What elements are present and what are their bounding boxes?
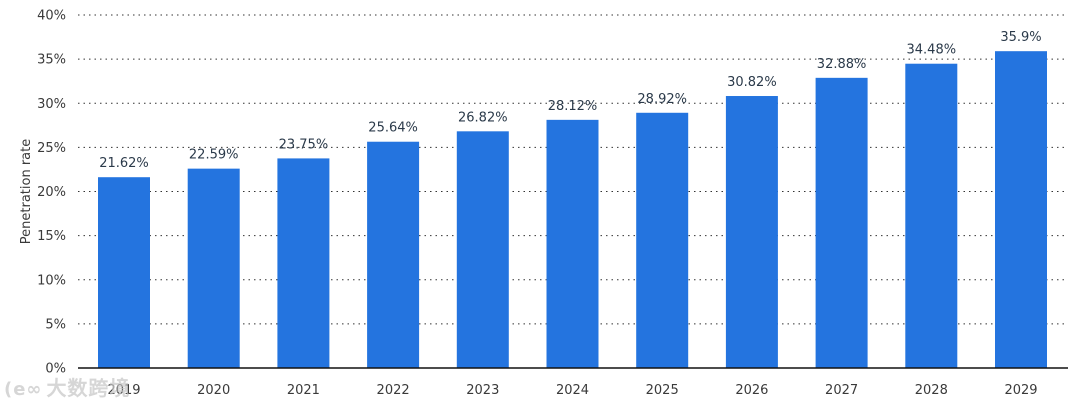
data-label: 30.82% <box>727 75 777 90</box>
y-tick-label: 10% <box>37 273 66 288</box>
y-tick-label: 5% <box>45 317 66 332</box>
bar <box>456 131 509 368</box>
bar <box>277 158 330 368</box>
data-labels: 21.62% 22.59% 23.75% 25.64% 26.82% 28.12% 28.9… <box>99 30 1041 171</box>
y-tick-label: 35% <box>37 53 66 68</box>
data-label: 25.64% <box>368 121 418 136</box>
x-tick-label: 2020 <box>197 383 230 398</box>
x-tick-label: 2028 <box>915 383 948 398</box>
x-tick-label: 2021 <box>287 383 320 398</box>
data-label: 35.9% <box>1000 30 1041 45</box>
bar <box>367 141 420 368</box>
x-tick-label: 2029 <box>1004 383 1037 398</box>
bar <box>187 168 240 368</box>
data-label: 28.92% <box>637 92 687 107</box>
x-tick-label: 2026 <box>735 383 768 398</box>
x-tick-label: 2023 <box>466 383 499 398</box>
y-tick-label: 15% <box>37 229 66 244</box>
bar <box>98 177 150 368</box>
x-tick-label: 2027 <box>825 383 858 398</box>
y-tick-label: 0% <box>45 362 66 377</box>
x-tick-label: 2022 <box>377 383 410 398</box>
x-tick-label: 2024 <box>556 383 589 398</box>
y-tick-label: 20% <box>37 185 66 200</box>
bar <box>546 119 599 368</box>
y-axis-title: Penetration rate <box>19 139 34 244</box>
data-label: 22.59% <box>189 148 239 163</box>
y-tick-label: 25% <box>37 141 66 156</box>
bar <box>905 63 958 369</box>
bar <box>725 96 778 369</box>
bar <box>815 77 868 369</box>
data-label: 28.12% <box>548 99 598 114</box>
y-axis-ticks: 0% 5% 10% 15% 20% 25% 30% 35% 40% <box>37 9 66 377</box>
data-label: 21.62% <box>99 156 149 171</box>
data-label: 34.48% <box>907 43 957 58</box>
x-tick-label: 2019 <box>107 383 140 398</box>
bar <box>995 51 1047 369</box>
x-tick-label: 2025 <box>646 383 679 398</box>
x-axis-ticks: 2019 2020 2021 2022 2023 2024 2025 2026 2027 2028… <box>107 383 1037 398</box>
data-label: 23.75% <box>279 137 329 152</box>
bar <box>636 112 689 368</box>
y-tick-label: 40% <box>37 9 66 24</box>
data-label: 32.88% <box>817 57 867 72</box>
bars <box>98 51 1047 369</box>
y-tick-label: 30% <box>37 97 66 112</box>
data-label: 26.82% <box>458 110 508 125</box>
